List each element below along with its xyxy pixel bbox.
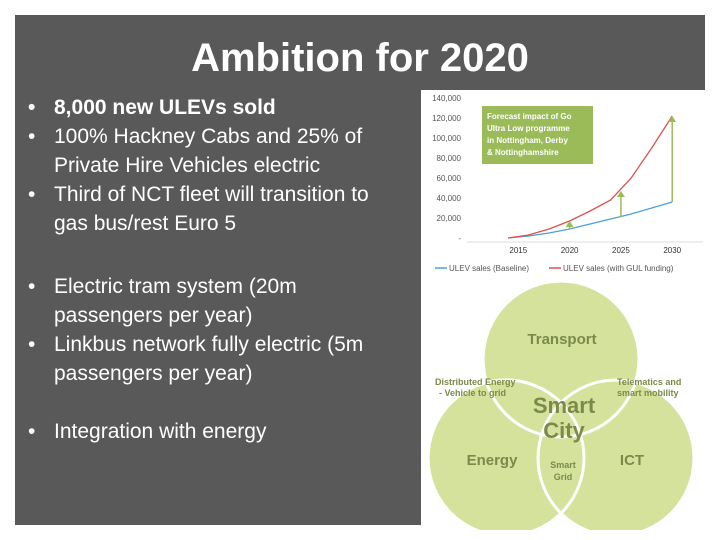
- venn-center-label: Smart: [533, 393, 596, 418]
- impact-arrow-head: [565, 221, 574, 227]
- venn-outline: [481, 279, 641, 439]
- venn-overlap-energy-ict: Grid: [554, 472, 573, 482]
- bullet-item: Third of NCT fleet will transition to ga…: [28, 180, 408, 238]
- y-tick-label: -: [458, 234, 461, 243]
- bullet-item: Linkbus network fully electric (5m passe…: [28, 330, 408, 388]
- y-tick-label: 120,000: [432, 114, 461, 123]
- slide-title: Ambition for 2020: [191, 36, 529, 80]
- venn-center-label: City: [543, 418, 585, 443]
- spacer: [28, 388, 408, 417]
- venn-label-transport: Transport: [527, 331, 596, 348]
- legend-label: ULEV sales (Baseline): [449, 264, 529, 273]
- y-tick-label: 100,000: [432, 134, 461, 143]
- y-tick-label: 20,000: [437, 214, 462, 223]
- y-tick-label: 80,000: [437, 154, 462, 163]
- series-line-gul: [507, 115, 673, 239]
- spacer: [28, 238, 408, 272]
- impact-arrow-head: [616, 191, 625, 197]
- y-tick-label: 60,000: [437, 174, 462, 183]
- venn-overlap-transport-energy: Distributed Energy: [435, 377, 516, 387]
- impact-arrow-head: [668, 116, 677, 122]
- venn-overlap-transport-ict: Telematics and: [617, 377, 681, 387]
- bullet-item: Electric tram system (20m passengers per…: [28, 272, 408, 330]
- y-tick-label: 140,000: [432, 94, 461, 103]
- y-tick-label: 40,000: [437, 194, 462, 203]
- legend-label: ULEV sales (with GUL funding): [563, 264, 674, 273]
- forecast-chart-svg: 140,000 120,000 100,000 80,000 60,000 40,000 2…: [432, 94, 703, 273]
- callout-line: & Nottinghamshire: [487, 148, 559, 157]
- series-line-baseline: [507, 201, 673, 239]
- bullet-list: 8,000 new ULEVs sold 100% Hackney Cabs a…: [28, 93, 408, 446]
- x-tick-label: 2020: [561, 246, 579, 255]
- venn-svg: Transport Energy ICT Smart City Distribu…: [426, 279, 696, 538]
- x-tick-label: 2030: [663, 246, 681, 255]
- bullet-item: Integration with energy: [28, 417, 408, 446]
- bullet-item: 100% Hackney Cabs and 25% of Private Hir…: [28, 122, 408, 180]
- x-tick-label: 2015: [509, 246, 527, 255]
- callout-line: Ultra Low programme: [487, 124, 570, 133]
- venn-label-ict: ICT: [620, 452, 644, 469]
- venn-overlap-transport-energy: - Vehicle to grid: [439, 388, 506, 398]
- venn-overlap-transport-ict: smart mobility: [617, 388, 679, 398]
- x-tick-label: 2025: [612, 246, 630, 255]
- callout-line: Forecast impact of Go: [487, 112, 572, 121]
- callout-box: [482, 106, 593, 164]
- forecast-chart: 140,000 120,000 100,000 80,000 60,000 40,000 2…: [421, 90, 706, 276]
- venn-label-energy: Energy: [467, 452, 519, 469]
- bullet-item: 8,000 new ULEVs sold: [28, 93, 408, 122]
- venn-overlap-energy-ict: Smart: [550, 460, 576, 470]
- callout-line: in Nottingham, Derby: [487, 136, 568, 145]
- smart-city-venn: Transport Energy ICT Smart City Distribu…: [421, 276, 706, 538]
